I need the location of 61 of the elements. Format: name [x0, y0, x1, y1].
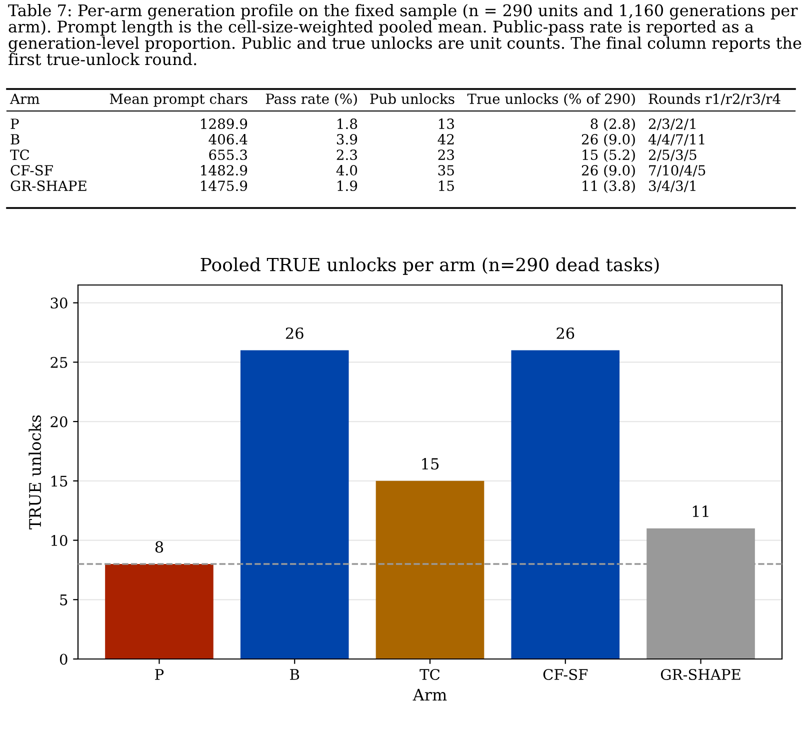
text: 13 [439, 118, 454, 130]
text: 26 (9.0) [582, 134, 635, 146]
category-label: Pub unlocks [370, 93, 454, 104]
text: TC [10, 150, 30, 160]
text: CF-SF [10, 165, 53, 176]
text: 8 (2.8) [590, 118, 635, 131]
y-tick-label: 10 [52, 534, 68, 546]
text: B [10, 134, 20, 144]
bar [105, 564, 214, 659]
text: Table 7: Per-arm generation profile on the fixed sample (n = 290 units and 1,160 generations per arm). Prompt length is the cell-size-weighted pooled mean. Public-pass rate is reported as a generation-level proportion. Public and true unlocks are unit counts. The final column reports the first true-unlock round. [8, 4, 802, 66]
x-axis-title: Arm [412, 688, 447, 701]
bar [376, 480, 484, 659]
text: 11 (3.8) [582, 180, 635, 193]
data-label: 15 [422, 458, 439, 470]
text: 2/3/2/1 [648, 118, 696, 130]
chart-title: Pooled TRUE unlocks per arm (n=290 dead tasks) [200, 257, 659, 275]
text: 3/4/3/1 [649, 180, 696, 192]
y-axis-title: TRUE unlocks [28, 415, 42, 530]
text: P [10, 118, 19, 129]
y-tick-label: 25 [50, 356, 68, 368]
y-tick-label: 30 [50, 298, 68, 309]
text: 23 [438, 150, 454, 160]
text: 655.3 [209, 150, 247, 160]
y-tick-label: 20 [50, 416, 68, 428]
category-label: Arm [10, 94, 40, 104]
x-tick-label: CF-SF [543, 668, 588, 680]
category-label: Pass rate (%) [266, 93, 357, 106]
x-tick-label: P [155, 669, 164, 680]
text: 406.4 [208, 134, 248, 145]
text: 42 [438, 134, 454, 144]
text: 4.0 [336, 165, 358, 176]
text: 26 (9.0) [582, 164, 635, 178]
data-label: 8 [155, 541, 164, 553]
x-tick-label: B [290, 669, 300, 680]
category-label: True unlocks (% of 290) [467, 93, 635, 106]
x-tick-label: GR-SHAPE [660, 668, 740, 680]
data-label: 26 [556, 327, 574, 340]
category-label: Rounds r1/r2/r3/r4 [648, 93, 780, 106]
text: 2/5/3/5 [648, 150, 696, 162]
text: 1475.9 [201, 180, 248, 192]
text: 35 [438, 165, 454, 176]
text: 1289.9 [201, 118, 248, 130]
text: 1.8 [338, 118, 358, 130]
bar [240, 350, 349, 659]
bar [511, 350, 620, 659]
x-tick-label: TC [420, 668, 440, 680]
text: GR-SHAPE [10, 180, 86, 192]
text: 7/10/4/5 [649, 165, 706, 177]
y-tick-label: 0 [60, 654, 68, 665]
text: 1482.9 [201, 165, 248, 176]
y-tick-label: 15 [52, 476, 68, 487]
category-label: Mean prompt chars [110, 93, 248, 107]
text: 15 [439, 180, 454, 192]
text: 1.9 [338, 180, 358, 192]
text: 4/4/7/11 [648, 134, 704, 146]
text: 3.9 [336, 134, 358, 145]
data-label: 26 [286, 327, 304, 340]
y-tick-label: 5 [60, 594, 68, 606]
data-label: 11 [692, 506, 708, 517]
text: 15 (5.2) [582, 149, 635, 162]
text: 2.3 [336, 150, 357, 160]
